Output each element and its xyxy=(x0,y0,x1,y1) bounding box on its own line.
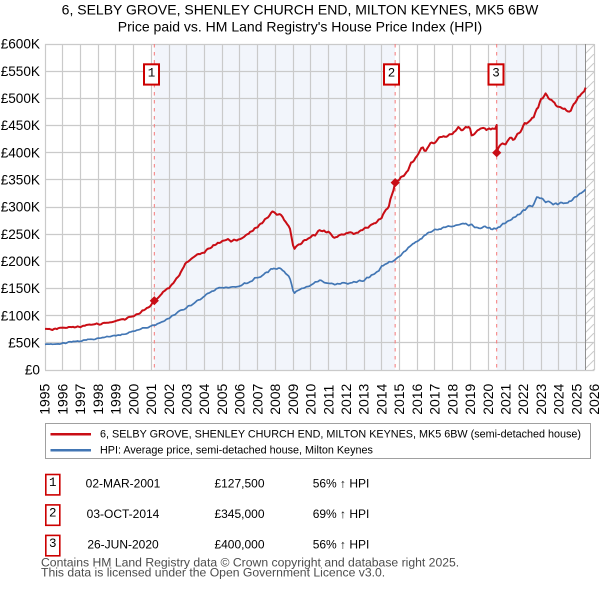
svg-text:2012: 2012 xyxy=(338,383,354,414)
svg-text:£500K: £500K xyxy=(1,91,40,106)
svg-text:3: 3 xyxy=(492,66,500,80)
svg-text:2003: 2003 xyxy=(179,383,195,414)
svg-text:2001: 2001 xyxy=(143,383,159,414)
svg-text:2011: 2011 xyxy=(320,384,336,414)
svg-text:2007: 2007 xyxy=(249,383,265,414)
svg-text:£50K: £50K xyxy=(8,335,40,350)
svg-text:02-MAR-2001: 02-MAR-2001 xyxy=(86,477,161,491)
svg-text:2013: 2013 xyxy=(356,383,372,414)
svg-text:2006: 2006 xyxy=(232,383,248,414)
svg-text:2: 2 xyxy=(49,507,57,521)
svg-text:56% ↑ HPI: 56% ↑ HPI xyxy=(313,537,370,551)
svg-text:6, SELBY GROVE, SHENLEY CHURCH: 6, SELBY GROVE, SHENLEY CHURCH END, MILT… xyxy=(100,428,581,440)
svg-text:2010: 2010 xyxy=(303,383,319,414)
svg-text:2025: 2025 xyxy=(568,383,584,414)
svg-text:2004: 2004 xyxy=(196,383,212,414)
svg-text:£100K: £100K xyxy=(1,308,40,323)
svg-text:2024: 2024 xyxy=(551,383,567,414)
svg-text:£450K: £450K xyxy=(1,118,40,133)
svg-text:2021: 2021 xyxy=(498,383,514,414)
svg-text:£600K: £600K xyxy=(1,37,40,52)
svg-text:2002: 2002 xyxy=(161,383,177,414)
svg-text:2020: 2020 xyxy=(480,383,496,414)
svg-text:2017: 2017 xyxy=(427,383,443,414)
svg-text:1997: 1997 xyxy=(72,383,88,414)
svg-text:1995: 1995 xyxy=(37,383,53,414)
svg-text:2016: 2016 xyxy=(409,383,425,414)
svg-text:HPI: Average price, semi-detac: HPI: Average price, semi-detached house,… xyxy=(100,444,373,456)
svg-text:2015: 2015 xyxy=(391,383,407,414)
svg-text:1: 1 xyxy=(148,66,156,80)
svg-text:£350K: £350K xyxy=(1,172,40,187)
svg-text:2022: 2022 xyxy=(515,383,531,414)
svg-text:69% ↑ HPI: 69% ↑ HPI xyxy=(313,507,370,521)
svg-text:£345,000: £345,000 xyxy=(214,507,264,521)
svg-text:2014: 2014 xyxy=(374,383,390,414)
svg-text:1999: 1999 xyxy=(108,383,124,414)
svg-text:£400,000: £400,000 xyxy=(214,537,264,551)
svg-text:£550K: £550K xyxy=(1,64,40,79)
svg-text:£0: £0 xyxy=(25,363,41,378)
svg-text:£127,500: £127,500 xyxy=(214,477,264,491)
svg-text:£300K: £300K xyxy=(1,200,40,215)
svg-text:1996: 1996 xyxy=(54,383,70,414)
svg-text:3: 3 xyxy=(49,537,57,551)
svg-text:This data is licensed under th: This data is licensed under the Open Gov… xyxy=(41,566,385,580)
svg-text:2009: 2009 xyxy=(285,383,301,414)
svg-text:2023: 2023 xyxy=(533,383,549,414)
svg-text:Contains HM Land Registry data: Contains HM Land Registry data © Crown c… xyxy=(41,556,459,570)
svg-text:2000: 2000 xyxy=(125,383,141,414)
svg-text:£150K: £150K xyxy=(1,281,40,296)
svg-text:2005: 2005 xyxy=(214,383,230,414)
svg-text:6, SELBY GROVE, SHENLEY CHURCH: 6, SELBY GROVE, SHENLEY CHURCH END, MILT… xyxy=(62,1,539,17)
svg-text:56% ↑ HPI: 56% ↑ HPI xyxy=(313,477,370,491)
svg-text:£400K: £400K xyxy=(1,145,40,160)
svg-text:2018: 2018 xyxy=(444,383,460,414)
svg-text:2008: 2008 xyxy=(267,383,283,414)
svg-text:1: 1 xyxy=(49,476,57,490)
svg-text:2026: 2026 xyxy=(586,383,600,414)
svg-text:£200K: £200K xyxy=(1,254,40,269)
svg-text:Price paid vs. HM Land Registr: Price paid vs. HM Land Registry's House … xyxy=(118,18,482,34)
svg-text:2019: 2019 xyxy=(462,383,478,414)
svg-text:2: 2 xyxy=(388,66,396,80)
svg-text:03-OCT-2014: 03-OCT-2014 xyxy=(87,507,160,521)
svg-text:1998: 1998 xyxy=(90,383,106,414)
svg-text:26-JUN-2020: 26-JUN-2020 xyxy=(87,537,159,551)
svg-text:£250K: £250K xyxy=(1,227,40,242)
